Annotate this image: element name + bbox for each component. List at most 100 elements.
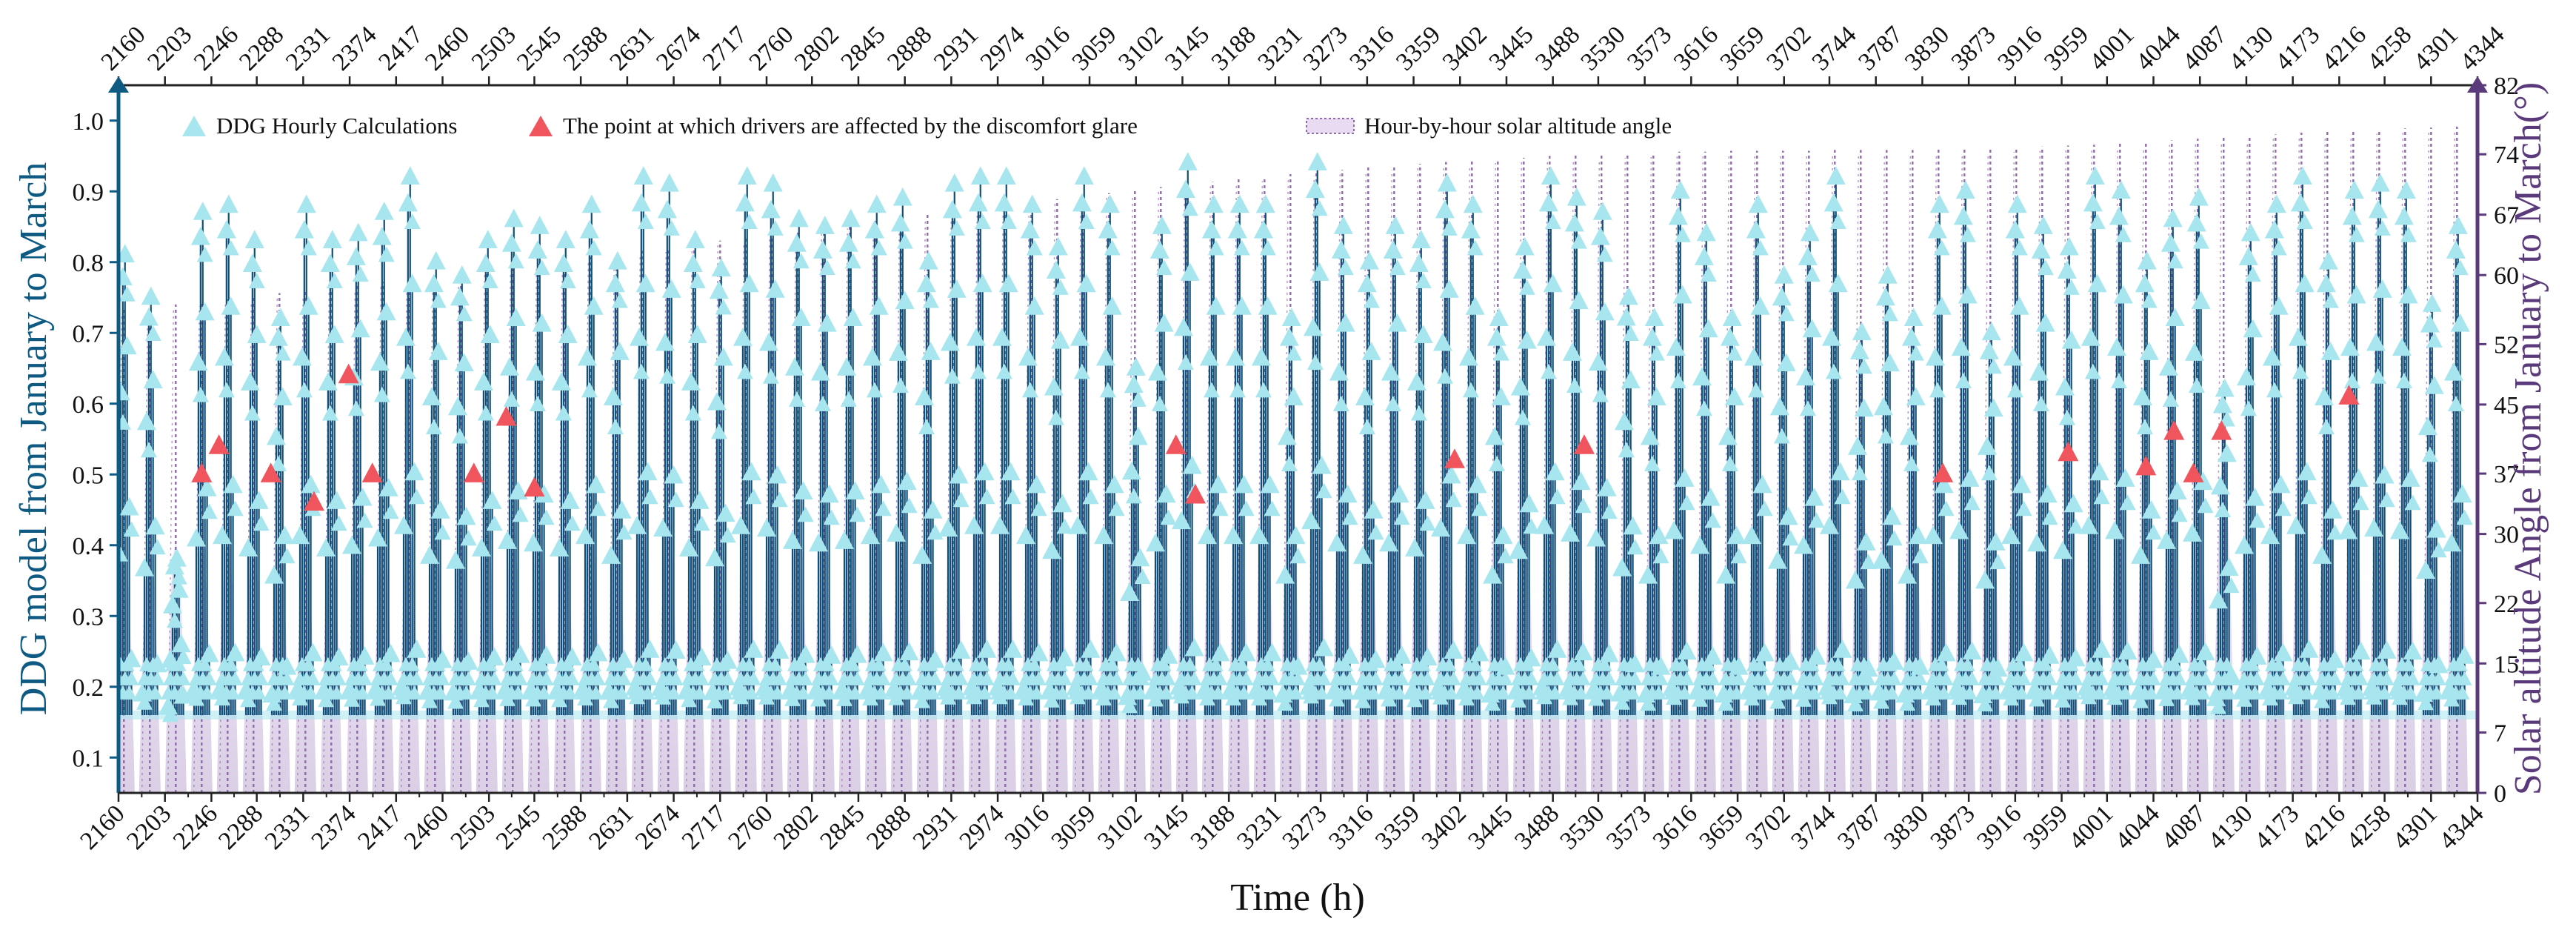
ddg-point	[1544, 213, 1561, 230]
ddg-point	[329, 647, 349, 666]
ddg-point	[2141, 500, 2161, 519]
ddg-point	[270, 455, 287, 471]
ddg-point	[1750, 296, 1770, 315]
ddg-point	[1432, 332, 1452, 351]
ddg-point	[1690, 535, 1709, 554]
ddg-point	[1625, 654, 1645, 673]
ddg-point	[1129, 391, 1147, 407]
ddg-point	[1592, 386, 1609, 402]
ddg-point	[1076, 273, 1096, 293]
ddg-point	[1858, 658, 1878, 677]
ddg-point	[763, 173, 783, 192]
ddg-point	[2115, 468, 2135, 487]
ddg-point	[890, 213, 910, 232]
ddg-point	[1678, 494, 1695, 511]
ddg-point	[1809, 671, 1824, 685]
ddg-point	[1104, 239, 1121, 256]
ddg-point	[270, 308, 290, 327]
ddg-point	[2042, 671, 2058, 685]
ddg-point	[1204, 194, 1224, 213]
ddg-point	[1561, 523, 1580, 542]
ddg-point	[642, 671, 658, 685]
ddg-point	[2262, 347, 2282, 366]
ddg-point	[637, 213, 654, 230]
ddg-point	[1596, 246, 1613, 262]
y-tick-label: 0.5	[73, 462, 104, 489]
ddg-point	[1182, 455, 1202, 474]
ddg-point	[1489, 308, 1509, 327]
ddg-point	[1206, 296, 1226, 315]
ddg-point	[1315, 482, 1332, 499]
ddg-point	[2038, 484, 2058, 503]
ddg-point	[171, 657, 187, 671]
ddg-point	[1638, 565, 1658, 584]
ddg-point	[2235, 535, 2254, 554]
ddg-point	[788, 391, 805, 407]
ddg-point	[350, 319, 370, 338]
ddg-point	[1251, 347, 1271, 366]
ddg-point	[2420, 313, 2440, 333]
ddg-point	[1180, 262, 1200, 281]
ddg-point	[2136, 419, 2153, 435]
ddg-point	[1384, 396, 1401, 412]
ddg-point	[1977, 696, 1994, 712]
glare-point	[338, 363, 359, 384]
ddg-point	[1748, 194, 1768, 213]
ddg-point	[2195, 685, 2211, 700]
ddg-point	[1808, 512, 1825, 528]
ddg-point	[1303, 317, 1323, 336]
ddg-point	[248, 273, 265, 288]
ddg-point	[1925, 347, 1945, 366]
ddg-point	[1977, 436, 1997, 455]
ddg-point	[253, 515, 270, 531]
ddg-point	[1435, 199, 1455, 219]
ddg-point	[1307, 152, 1327, 170]
ddg-point	[1981, 322, 2001, 341]
ddg-point	[139, 307, 159, 326]
ddg-point	[1566, 187, 1586, 206]
ddg-point	[2323, 500, 2343, 519]
ddg-point	[1731, 671, 1746, 685]
ddg-point	[1718, 695, 1735, 711]
ddg-point	[1462, 382, 1479, 398]
ddg-point	[1538, 193, 1558, 212]
ddg-point	[1277, 695, 1294, 711]
ddg-point	[1829, 213, 1846, 230]
ddg-point	[378, 478, 398, 496]
ddg-point	[2292, 166, 2312, 185]
ddg-point	[560, 491, 580, 509]
ddg-point	[2247, 685, 2263, 700]
ddg-point	[1564, 213, 1584, 232]
ddg-point	[1652, 548, 1669, 564]
ddg-point	[659, 173, 679, 192]
ddg-point	[2245, 487, 2265, 506]
ddg-point	[2236, 367, 2256, 386]
ddg-point	[1618, 286, 1638, 305]
ddg-point	[1046, 260, 1066, 279]
ddg-point	[1541, 166, 1561, 185]
ddg-point	[899, 685, 915, 700]
ddg-point	[1156, 484, 1176, 503]
ddg-point	[2314, 692, 2331, 708]
ddg-point	[1898, 565, 1917, 584]
ddg-point	[1233, 239, 1250, 256]
ddg-point	[324, 325, 344, 343]
ddg-point	[1078, 462, 1098, 481]
ddg-point	[2087, 273, 2107, 293]
y2-axis-title: Solar altitude Angle from January to Mar…	[2507, 82, 2549, 795]
ddg-point	[2372, 279, 2392, 298]
ddg-point	[2063, 494, 2083, 513]
ddg-point	[402, 273, 422, 293]
ddg-point	[564, 515, 581, 531]
ddg-point	[1806, 685, 1822, 700]
ddg-point	[370, 352, 390, 371]
ddg-point	[887, 523, 906, 542]
ddg-point	[1125, 488, 1142, 504]
ddg-point	[225, 642, 245, 662]
ddg-point	[478, 230, 498, 248]
ddg-point	[975, 462, 995, 481]
ddg-point	[2223, 577, 2240, 594]
ddg-point	[331, 671, 347, 685]
ddg-point	[199, 643, 219, 662]
right-axis-arrow	[2467, 76, 2488, 93]
